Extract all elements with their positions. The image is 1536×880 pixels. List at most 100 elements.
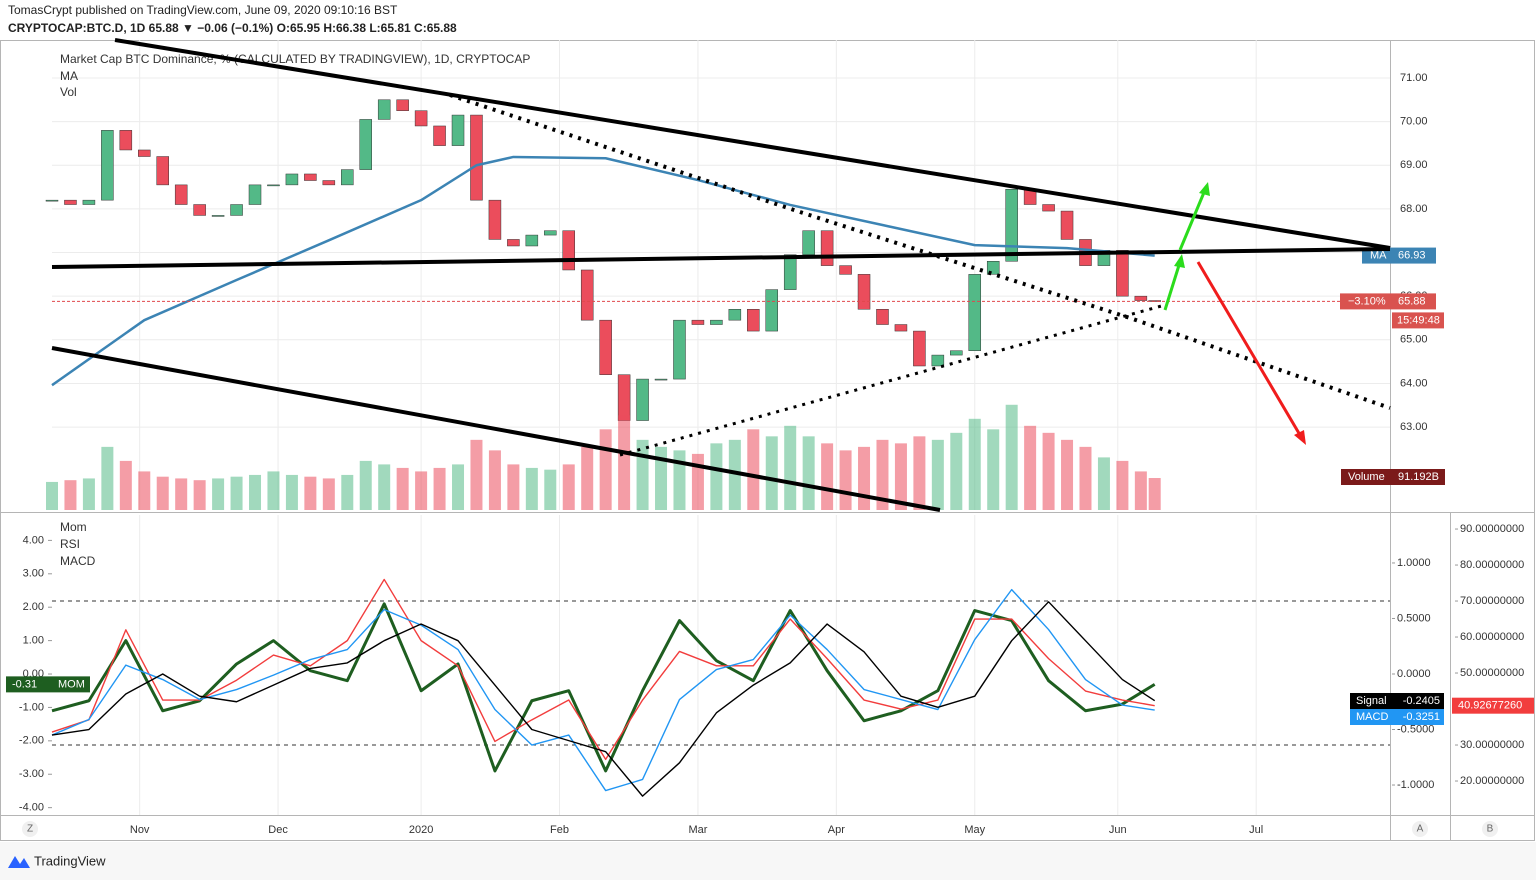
y-tick-label: 60.00000000 [1460, 631, 1524, 643]
legend-entry: Vol [60, 85, 77, 99]
volume-bar [341, 474, 354, 510]
volume-bar [673, 450, 686, 510]
indicator-value: -0.2405 [1403, 695, 1440, 707]
volume-bar [64, 480, 77, 510]
volume-bar [193, 480, 206, 510]
y-tick-label: 0.5000 [1397, 612, 1431, 624]
volume-bar [1134, 471, 1147, 510]
volume-bar [839, 450, 852, 510]
green-arrow [1163, 261, 1182, 311]
y-tick-label: 80.00000000 [1460, 559, 1524, 571]
volume-bar [655, 446, 668, 510]
volume-bar [1061, 439, 1074, 510]
green-arrow [1178, 189, 1207, 251]
volume-bar [230, 476, 243, 510]
y-tick-label: 1.00 [23, 635, 44, 647]
y-tick-label: 90.00000000 [1460, 523, 1524, 535]
y-tick-label: 50.00000000 [1460, 667, 1524, 679]
y-tick-label: -4.00 [19, 802, 44, 814]
y-tick-label: -1.00 [19, 701, 44, 713]
volume-bar [987, 429, 1000, 510]
volume-box [1341, 469, 1445, 485]
candle [673, 319, 686, 380]
volume-bar [1005, 404, 1018, 510]
volume-bar [1042, 432, 1055, 510]
y-tick-label: -3.00 [19, 768, 44, 780]
outer-border [0, 40, 1535, 841]
volume-bar [304, 476, 317, 510]
candle [341, 169, 354, 186]
volume-bar [968, 418, 981, 510]
scale-button[interactable] [22, 821, 38, 837]
trend-line [114, 38, 1391, 250]
candle [1042, 204, 1055, 212]
candle [728, 309, 742, 321]
scale-button-label: B [1487, 824, 1494, 835]
scale-button-label: Z [27, 824, 33, 835]
x-tick-label: Nov [130, 824, 150, 836]
volume-bar [267, 471, 280, 510]
volume-bar [544, 469, 557, 510]
indicator-name: Signal [1356, 695, 1387, 707]
line [51, 602, 1156, 773]
red-arrowhead [1294, 430, 1306, 445]
legend-entry: MA [60, 69, 78, 83]
candle [802, 230, 815, 255]
drawings [51, 38, 1391, 512]
candle [765, 289, 779, 332]
mom-value: -0.31 [12, 678, 37, 690]
volume-bar [156, 476, 169, 510]
rsi-box [1452, 697, 1534, 714]
y-tick-label: 64.00 [1400, 377, 1428, 389]
y-tick-label: 68.00 [1400, 203, 1428, 215]
quote: CRYPTOCAP:BTC.D, 1D 65.88 ▼ −0.06 (−0.1%… [8, 21, 457, 35]
legend-entry: Mom [60, 520, 87, 534]
green-arrowhead [1174, 254, 1185, 268]
volume-bar [507, 464, 520, 510]
volume-bar [46, 481, 58, 510]
y-tick-label: 2.00 [23, 601, 44, 613]
last-price-box [1340, 293, 1436, 310]
volume-bar [378, 464, 391, 510]
x-tick-label: Dec [268, 824, 288, 836]
change-label: −3.10% [1348, 295, 1386, 307]
volume-bar [618, 415, 631, 510]
candle [839, 265, 852, 275]
y-tick-label: 20.00000000 [1460, 775, 1524, 787]
scale-button-label: A [1417, 824, 1424, 835]
y-tick-label: 69.00 [1400, 159, 1428, 171]
volume-bar [894, 443, 907, 510]
red-arrow [1196, 261, 1302, 436]
volume-bar [1079, 446, 1092, 510]
candle [267, 184, 280, 187]
x-tick-label: Apr [828, 824, 845, 836]
last-price-label: 65.88 [1398, 295, 1426, 307]
scale-button[interactable] [1412, 821, 1428, 837]
y-tick-label: 65.00 [1400, 334, 1428, 346]
ma-box [1362, 247, 1436, 264]
y-tick-label: 30.00000000 [1460, 739, 1524, 751]
volume-bar [452, 464, 465, 510]
volume-bar [175, 478, 188, 510]
candle [304, 173, 317, 181]
volume-bar [415, 471, 428, 510]
volume-bar [1097, 457, 1110, 510]
mom-name: MOM [58, 678, 85, 690]
volume-bar [1024, 425, 1037, 510]
candle [1060, 210, 1074, 240]
volume-bar [747, 429, 760, 510]
volume-bar [359, 460, 372, 510]
legend-entry: MACD [60, 554, 96, 568]
line [51, 578, 1155, 761]
volume-bar [285, 474, 298, 510]
candle [636, 378, 649, 421]
candle [433, 125, 446, 146]
ma-name: MA [1370, 249, 1387, 261]
candle [156, 156, 169, 186]
candle [1134, 295, 1148, 301]
candle [931, 354, 945, 367]
candle [82, 199, 96, 205]
volume-bar [470, 439, 483, 510]
candle [377, 99, 391, 120]
scale-button[interactable] [1482, 821, 1498, 837]
